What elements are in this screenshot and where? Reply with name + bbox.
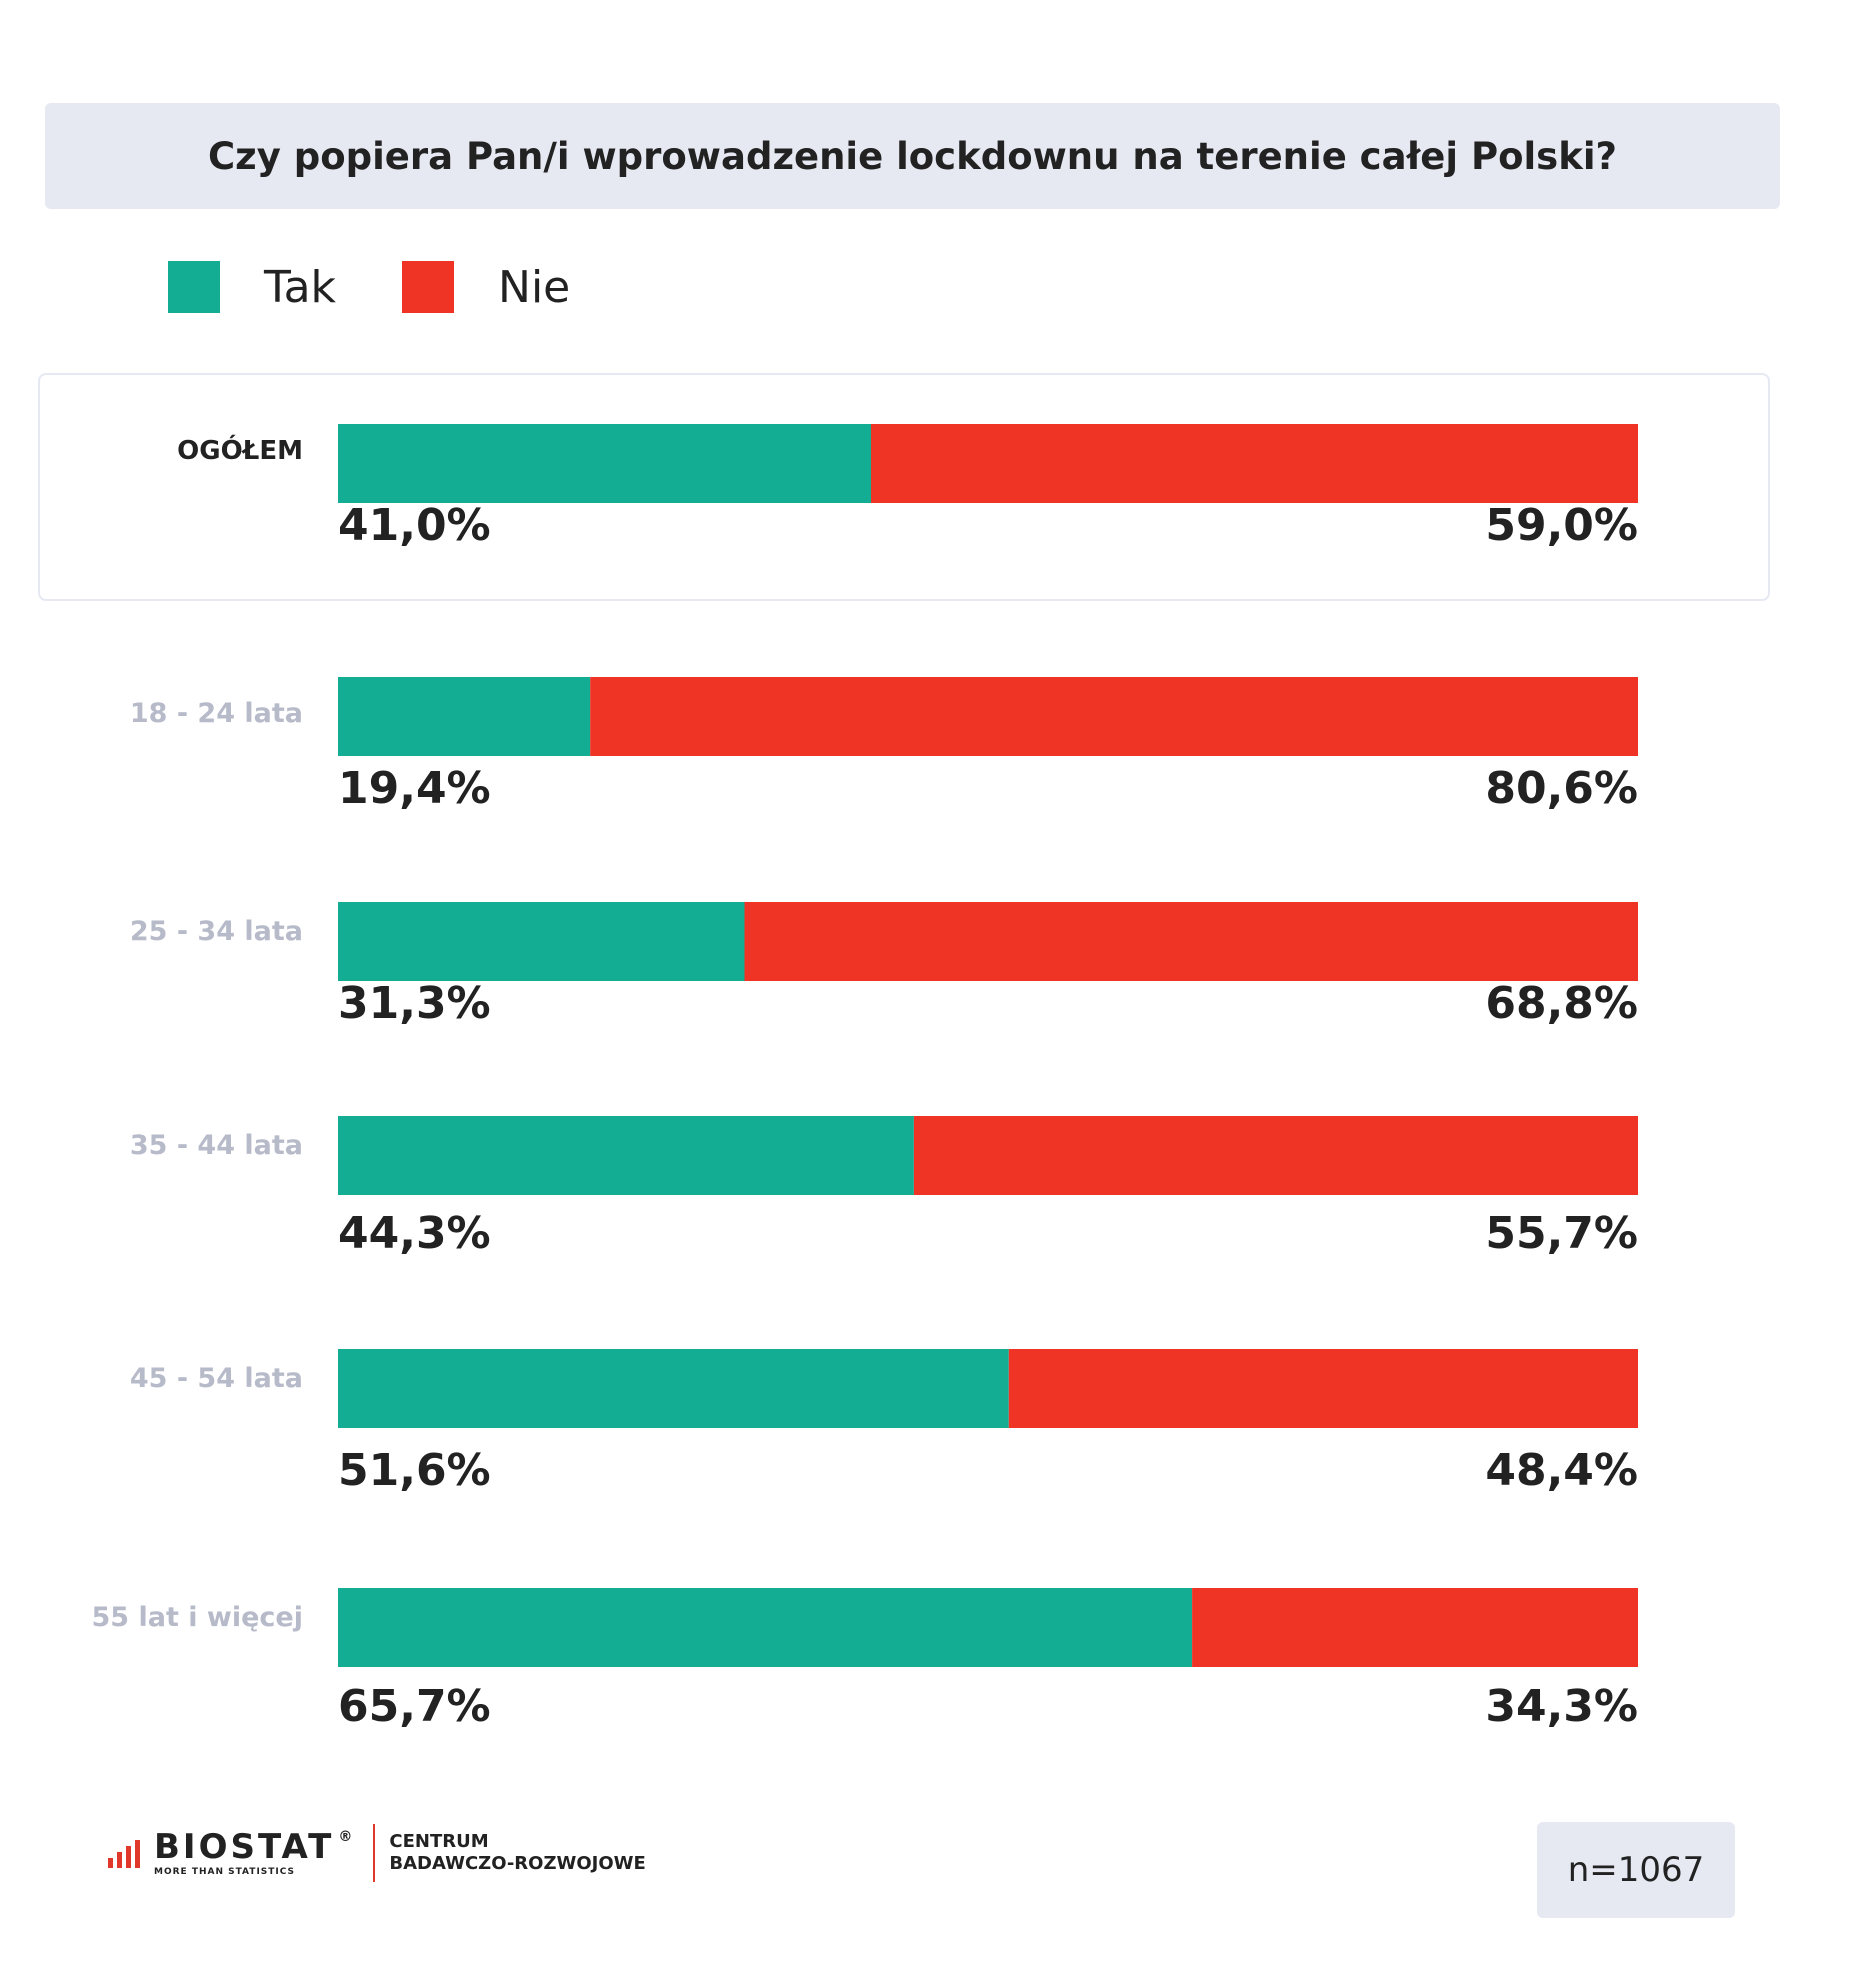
value-label-nie: 59,0% xyxy=(1485,500,1638,551)
category-label: 25 - 34 lata xyxy=(130,916,303,947)
sample-size-text: n=1067 xyxy=(1567,1850,1705,1890)
logo-divider xyxy=(373,1824,376,1882)
value-label-nie: 55,7% xyxy=(1485,1208,1638,1259)
logo-registered: ® xyxy=(338,1828,356,1845)
bar-nie xyxy=(913,1116,1638,1195)
value-label-nie: 34,3% xyxy=(1485,1681,1638,1732)
bar-tak xyxy=(338,902,745,981)
total-row-box xyxy=(38,373,1770,601)
logo-wordmark: BIOSTAT ® MORE THAN STATISTICS xyxy=(154,1830,355,1877)
value-label-tak: 31,3% xyxy=(338,978,491,1029)
logo-bars-icon xyxy=(108,1838,144,1868)
category-label: 55 lat i więcej xyxy=(92,1602,304,1633)
bar-nie xyxy=(590,677,1639,756)
value-label-tak: 44,3% xyxy=(338,1208,491,1259)
legend: Tak Nie xyxy=(168,261,636,313)
value-label-nie: 80,6% xyxy=(1485,763,1638,814)
unit-name-line1: CENTRUM xyxy=(389,1831,489,1852)
bar-nie xyxy=(744,902,1638,981)
logo-text: BIOSTAT xyxy=(154,1826,335,1867)
sample-size-badge: n=1067 xyxy=(1537,1822,1735,1918)
value-label-tak: 51,6% xyxy=(338,1445,491,1496)
legend-item-tak: Tak xyxy=(168,261,336,313)
category-label: 35 - 44 lata xyxy=(130,1130,303,1161)
unit-name: CENTRUM BADAWCZO-ROZWOJOWE xyxy=(389,1831,645,1875)
value-label-tak: 41,0% xyxy=(338,500,491,551)
bar-nie xyxy=(1192,1588,1638,1667)
bar-nie xyxy=(1008,1349,1638,1428)
bar-tak xyxy=(338,1116,914,1195)
legend-label-nie: Nie xyxy=(498,261,571,313)
bar-nie xyxy=(871,424,1638,503)
bar-tak xyxy=(338,1588,1193,1667)
legend-label-tak: Tak xyxy=(264,261,337,313)
chart-title-box: Czy popiera Pan/i wprowadzenie lockdownu… xyxy=(45,103,1780,209)
value-label-tak: 65,7% xyxy=(338,1681,491,1732)
value-label-nie: 48,4% xyxy=(1485,1445,1638,1496)
logo-tagline: MORE THAN STATISTICS xyxy=(154,1866,296,1877)
bar-tak xyxy=(338,1349,1009,1428)
category-label: 45 - 54 lata xyxy=(130,1363,303,1394)
value-label-tak: 19,4% xyxy=(338,763,491,814)
legend-item-nie: Nie xyxy=(402,261,570,313)
bar-tak xyxy=(338,677,591,756)
category-label: 18 - 24 lata xyxy=(130,698,303,729)
legend-swatch-tak xyxy=(168,261,220,313)
value-label-nie: 68,8% xyxy=(1485,978,1638,1029)
bar-tak xyxy=(338,424,871,503)
chart-title: Czy popiera Pan/i wprowadzenie lockdownu… xyxy=(208,134,1617,178)
legend-swatch-nie xyxy=(402,261,455,313)
unit-name-line2: BADAWCZO-ROZWOJOWE xyxy=(389,1853,646,1874)
category-label: OGÓŁEM xyxy=(177,434,303,466)
biostat-logo: BIOSTAT ® MORE THAN STATISTICS CENTRUM BA… xyxy=(108,1822,646,1884)
